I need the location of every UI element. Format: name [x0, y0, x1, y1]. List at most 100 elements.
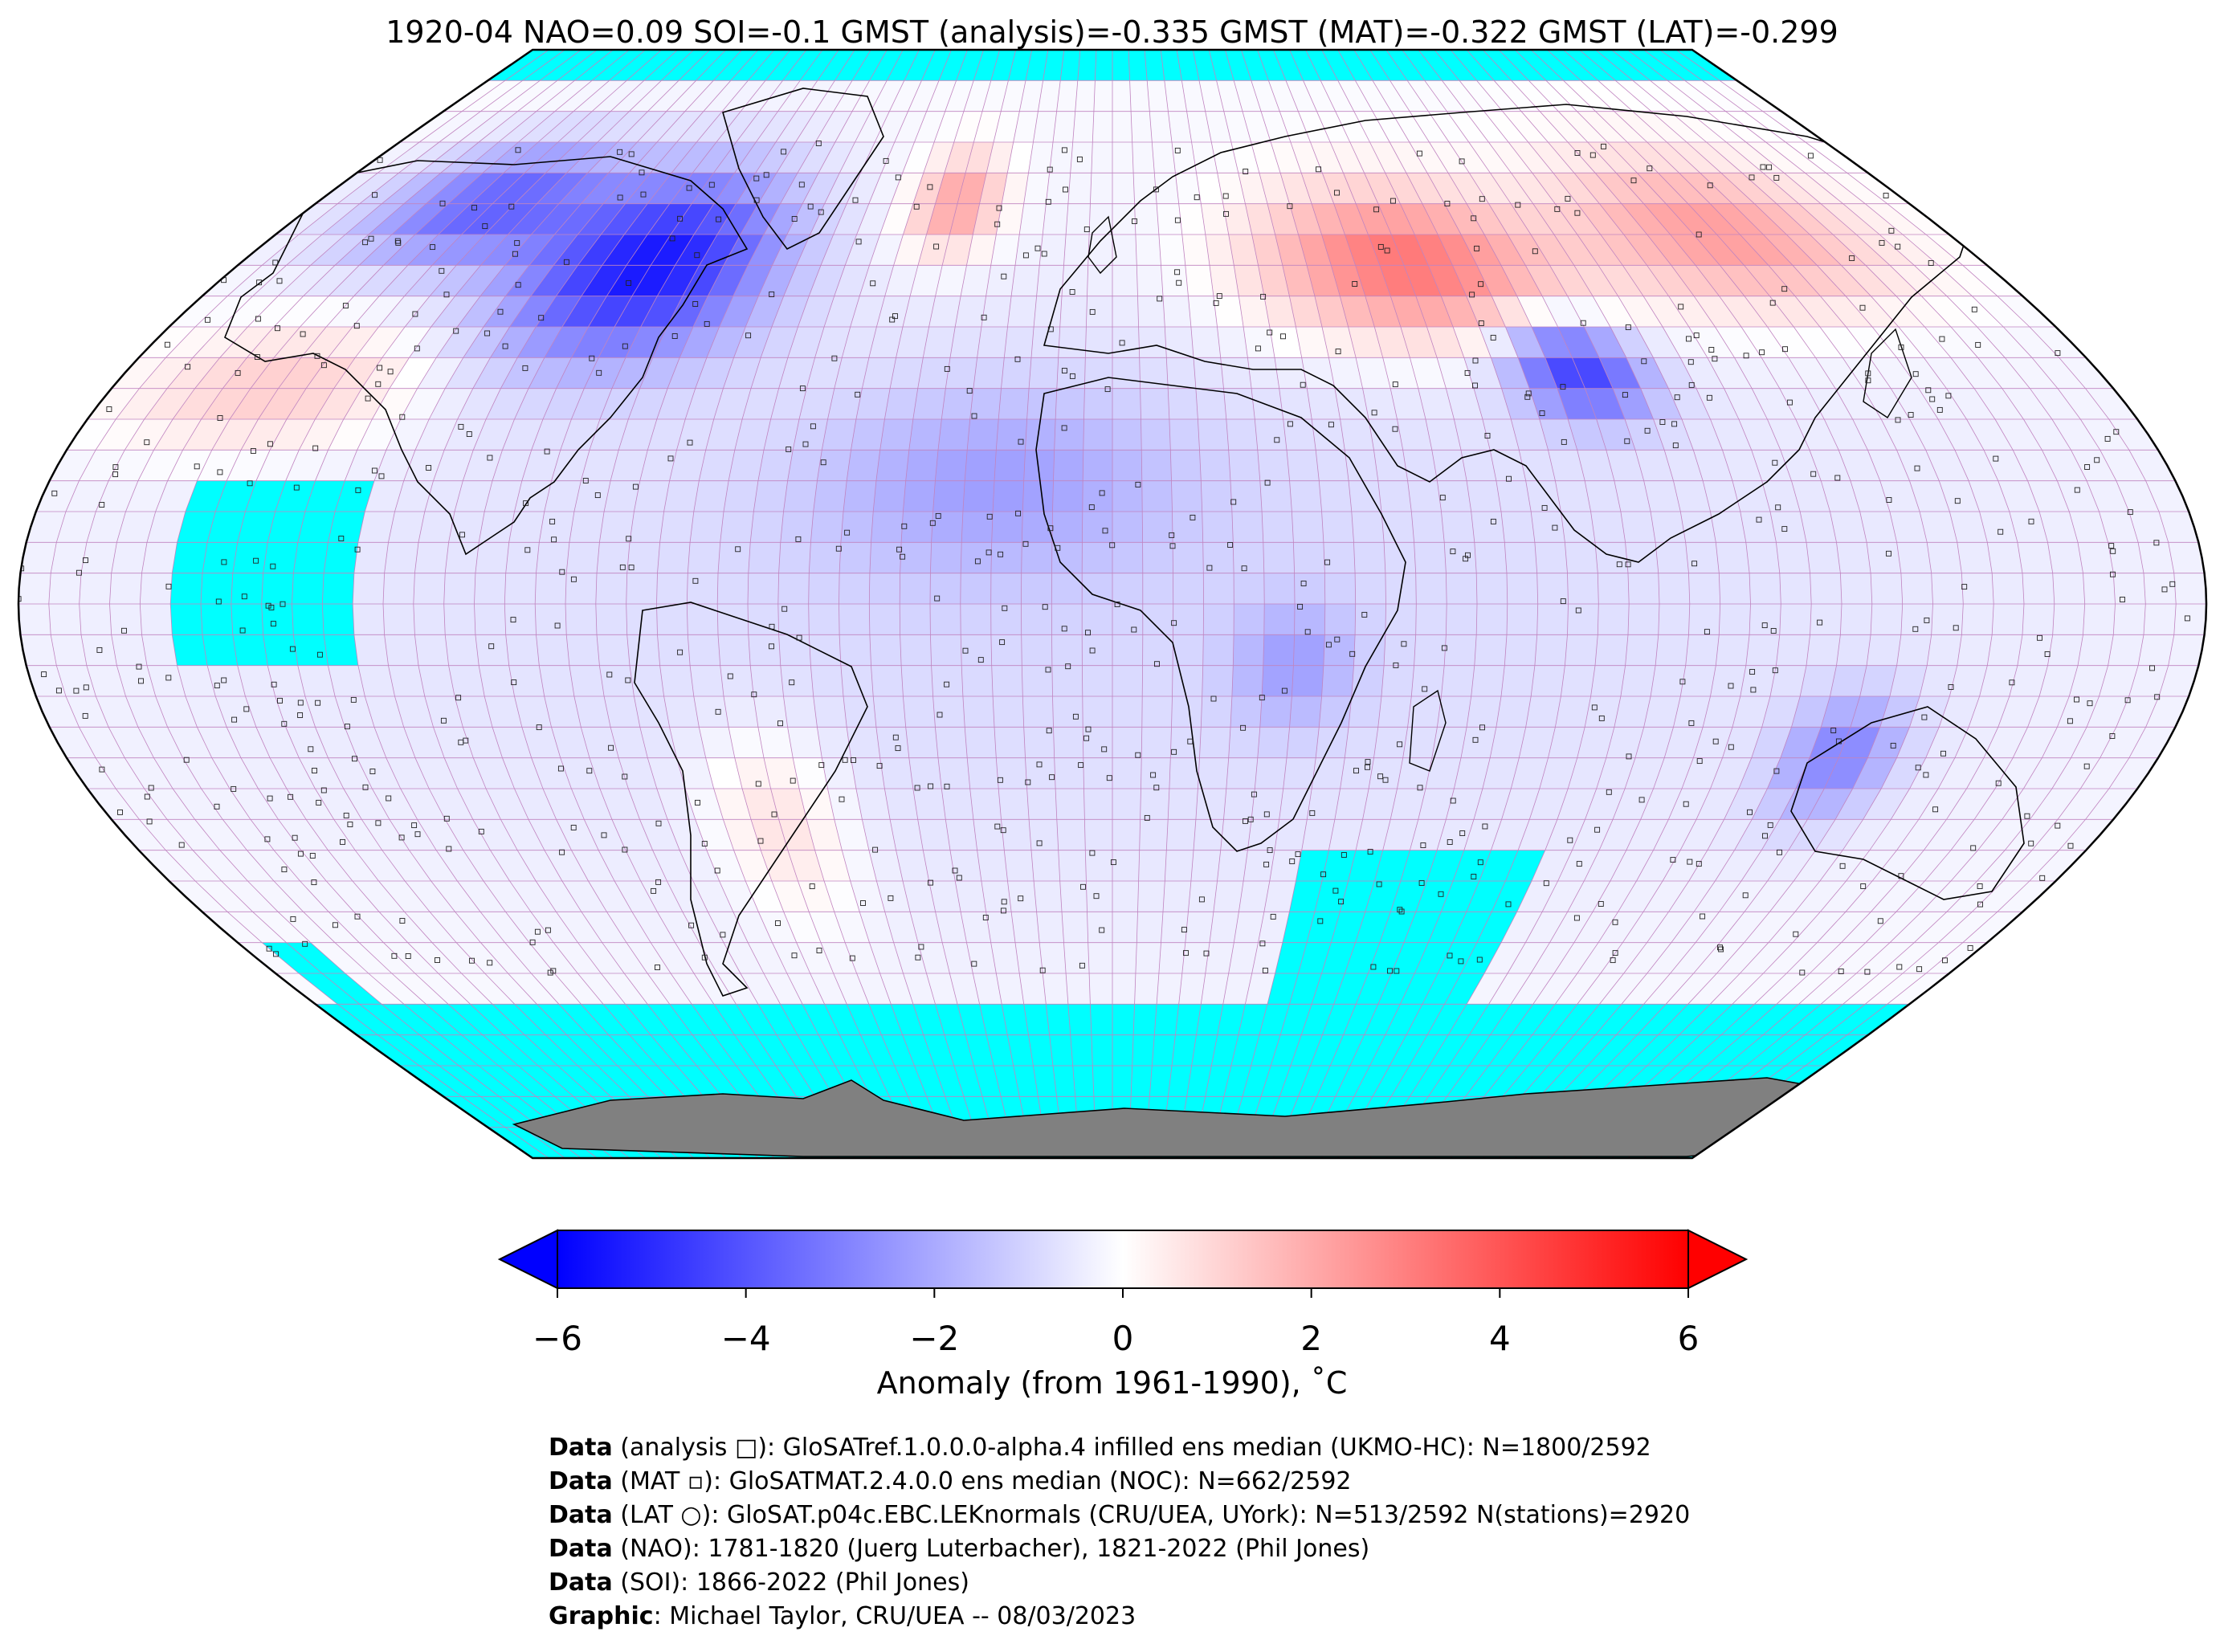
grid-cell — [1995, 757, 2042, 789]
grid-cell — [1349, 696, 1381, 728]
grid-cell — [1023, 727, 1055, 758]
grid-cell — [1532, 203, 1577, 235]
grid-cell — [775, 111, 815, 142]
grid-cell — [1525, 480, 1561, 512]
grid-cell — [1647, 235, 1696, 266]
grid-cell — [20, 542, 57, 573]
grid-cell — [508, 512, 545, 543]
grid-cell — [599, 665, 635, 696]
grid-cell — [1972, 296, 2030, 327]
grid-cell — [1835, 388, 1882, 419]
grid-cell — [595, 604, 627, 635]
grid-cell — [901, 665, 933, 696]
grid-cell — [1909, 419, 1955, 451]
grid-cell — [399, 111, 463, 142]
grid-cell — [1568, 419, 1606, 451]
grid-cell — [1518, 357, 1557, 389]
grid-cell — [241, 419, 287, 451]
grid-cell — [967, 757, 999, 789]
grid-cell — [1752, 388, 1796, 419]
grid-cell — [693, 480, 729, 512]
grid-cell — [1821, 203, 1880, 235]
grid-cell — [1856, 235, 1915, 266]
grid-cell — [713, 142, 757, 173]
grid-cell — [1028, 142, 1053, 173]
grid-cell — [1898, 327, 1951, 358]
grid-cell — [275, 696, 316, 728]
grid-cell — [938, 757, 970, 789]
grid-cell — [557, 111, 611, 142]
grid-cell — [1767, 327, 1816, 358]
grid-cell — [901, 512, 933, 543]
grid-cell — [1196, 173, 1223, 204]
credit-text: (NAO): 1781-1820 (Juerg Luterbacher), 18… — [612, 1535, 1370, 1563]
grid-cell — [1053, 450, 1083, 481]
grid-cell — [455, 696, 492, 728]
grid-cell — [324, 634, 358, 666]
grid-cell — [258, 789, 307, 820]
grid-cell — [931, 512, 963, 543]
grid-cell — [455, 265, 505, 296]
grid-cell — [855, 111, 890, 142]
grid-cell — [1531, 50, 1581, 81]
grid-cell — [1525, 265, 1568, 296]
grid-cell — [1830, 512, 1867, 543]
grid-cell — [2005, 357, 2058, 389]
grid-cell — [1056, 80, 1078, 112]
grid-cell — [839, 573, 870, 604]
grid-cell — [1427, 173, 1467, 204]
grid-cell — [1751, 450, 1792, 481]
grid-cell — [1716, 542, 1750, 573]
grid-cell — [18, 573, 51, 604]
grid-cell — [1086, 296, 1112, 327]
grid-cell — [765, 50, 806, 81]
grid-cell — [1643, 296, 1689, 327]
grid-cell — [1763, 173, 1822, 204]
grid-cell — [300, 327, 353, 358]
grid-cell — [1539, 757, 1577, 789]
grid-cell — [322, 573, 354, 604]
grid-cell — [207, 512, 246, 543]
grid-cell — [2002, 388, 2052, 419]
grid-cell — [1283, 419, 1316, 451]
grid-cell — [839, 142, 875, 173]
grid-cell — [517, 327, 562, 358]
grid-cell — [1022, 665, 1053, 696]
grid-cell — [1925, 727, 1969, 758]
grid-cell — [1595, 111, 1647, 142]
grid-cell — [1007, 142, 1034, 173]
grid-cell — [1529, 388, 1569, 419]
grid-cell — [1627, 142, 1679, 173]
grid-cell — [703, 80, 749, 112]
grid-cell — [734, 419, 771, 451]
grid-cell — [573, 80, 627, 112]
grid-cell — [1738, 757, 1781, 789]
grid-cell — [1161, 265, 1189, 296]
grid-cell — [1838, 727, 1880, 758]
grid-cell — [1784, 173, 1843, 204]
grid-cell — [322, 203, 382, 235]
grid-cell — [531, 203, 582, 235]
grid-cell — [869, 50, 904, 81]
grid-cell — [1977, 357, 2030, 389]
grid-cell — [626, 573, 658, 604]
grid-cell — [2078, 634, 2114, 666]
grid-cell — [484, 296, 531, 327]
credit-text: (SOI): 1866-2022 (Phil Jones) — [612, 1568, 969, 1597]
grid-cell — [1763, 235, 1818, 266]
grid-cell — [536, 634, 569, 666]
map-title: 1920-04 NAO=0.09 SOI=-0.1 GMST (analysis… — [386, 14, 1838, 50]
grid-cell — [1710, 419, 1752, 451]
grid-cell — [1217, 173, 1246, 204]
grid-cell — [1320, 80, 1354, 112]
grid-cell — [657, 265, 700, 296]
grid-cell — [847, 173, 882, 204]
grid-cell — [1353, 542, 1385, 573]
grid-cell — [357, 665, 395, 696]
credit-text: (LAT ○): GloSAT.p04c.EBC.LEKnormals (CRU… — [612, 1501, 1691, 1529]
grid-cell — [1355, 573, 1386, 604]
grid-cell — [1441, 296, 1479, 327]
grid-cell — [1879, 235, 1939, 266]
grid-cell — [49, 450, 96, 481]
grid-cell — [1053, 111, 1075, 142]
